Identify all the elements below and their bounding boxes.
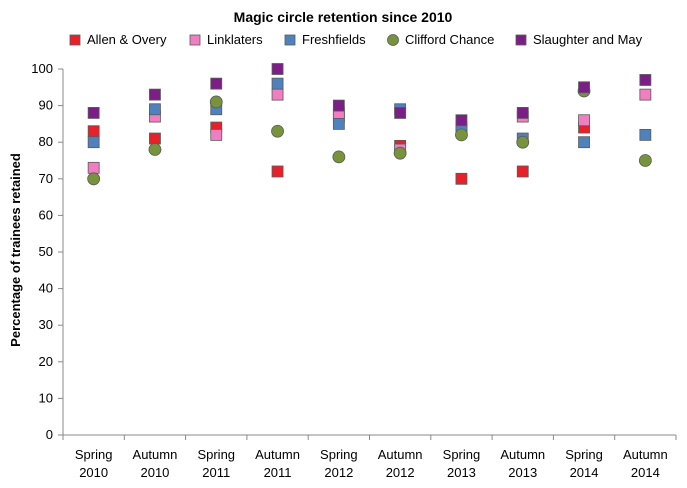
x-tick-label-line: 2010: [140, 465, 169, 480]
data-point-clifford-chance: [87, 172, 101, 186]
legend-label-slaughter-and-may: Slaughter and May: [533, 32, 643, 47]
x-tick-label-line: Spring: [320, 447, 358, 462]
x-tick-label: Spring 2010: [75, 447, 113, 480]
y-tick-label: 10: [39, 390, 53, 405]
x-tick-label-line: 2011: [264, 465, 292, 480]
y-tick-label: 30: [39, 317, 53, 332]
x-axis-ticks: Spring 2010 Autumn 2010 Spring 2011 Autumn 2011…: [62, 435, 677, 480]
data-point-linklaters: [639, 88, 652, 101]
x-tick-label: Autumn 2012: [378, 447, 423, 480]
data-point-allen-overy: [87, 125, 100, 138]
data-point-clifford-chance: [209, 95, 223, 109]
data-point-freshfields: [271, 77, 284, 90]
data-point-allen-overy: [149, 132, 161, 145]
x-tick-label-line: 2013: [447, 465, 476, 480]
legend-marker-freshfields: [284, 34, 296, 46]
data-point-allen-overy: [271, 165, 284, 178]
y-tick-label: 0: [46, 427, 53, 442]
x-tick-label: Spring 2012: [320, 447, 358, 480]
legend: Allen & Overy Linklaters Freshfields Cliffo…: [69, 32, 643, 47]
legend-label-linklaters: Linklaters: [207, 32, 263, 47]
data-point-slaughter-and-may: [332, 99, 345, 112]
x-tick-label-line: 2014: [631, 465, 660, 480]
x-tick-label: Autumn 2013: [500, 447, 545, 480]
data-point-slaughter-and-may: [87, 107, 100, 119]
x-tick-label: Autumn 2014: [623, 447, 668, 480]
legend-label-freshfields: Freshfields: [302, 32, 366, 47]
x-tick-label-line: 2014: [570, 465, 599, 480]
data-point-freshfields: [332, 118, 345, 130]
data-point-clifford-chance: [455, 128, 468, 142]
x-tick-label: Autumn 2010: [133, 447, 178, 480]
data-point-slaughter-and-may: [516, 107, 529, 119]
legend-marker-slaughter-and-may: [515, 34, 527, 46]
x-tick-label-line: 2013: [508, 465, 537, 480]
x-tick-label-line: 2012: [324, 465, 353, 480]
data-point-freshfields: [639, 128, 652, 141]
x-tick-label-line: 2011: [202, 465, 230, 480]
x-tick-label: Spring 2011: [197, 447, 235, 480]
x-tick-label-line: Autumn: [500, 447, 545, 462]
x-tick-label-line: Autumn: [623, 447, 668, 462]
data-point-slaughter-and-may: [149, 88, 161, 101]
legend-marker-clifford-chance: [387, 34, 399, 46]
y-axis-ticks: 0 10 20 30 40 50 60 70 80 90 100: [31, 61, 63, 442]
data-point-slaughter-and-may: [210, 77, 223, 90]
data-point-allen-overy: [516, 165, 529, 178]
y-tick-label: 70: [39, 171, 53, 186]
data-point-clifford-chance: [516, 135, 530, 149]
data-point-linklaters: [578, 114, 590, 127]
legend-marker-linklaters: [189, 34, 201, 46]
x-tick-label-line: Spring: [197, 447, 235, 462]
data-point-clifford-chance: [148, 143, 162, 156]
data-point-linklaters: [210, 128, 223, 141]
data-point-slaughter-and-may: [639, 74, 652, 86]
data-point-linklaters: [87, 161, 100, 174]
data-point-slaughter-and-may: [455, 114, 468, 127]
x-tick-label: Spring 2013: [443, 447, 481, 480]
y-tick-label: 100: [31, 61, 53, 76]
x-tick-label: Autumn 2011: [255, 447, 300, 480]
y-tick-label: 90: [39, 98, 53, 113]
x-tick-label-line: Spring: [443, 447, 481, 462]
data-point-clifford-chance: [393, 146, 407, 160]
x-tick-label-line: 2010: [79, 465, 108, 480]
x-tick-label-line: 2012: [386, 465, 415, 480]
y-tick-label: 40: [39, 281, 53, 296]
y-axis-label: Percentage of trainees retained: [8, 153, 23, 347]
data-point-freshfields: [87, 136, 100, 149]
data-point-linklaters: [271, 88, 284, 101]
x-tick-label-line: Autumn: [255, 447, 300, 462]
data-point-slaughter-and-may: [271, 63, 284, 75]
legend-marker-allen-overy: [69, 34, 81, 46]
y-tick-label: 50: [39, 244, 53, 259]
data-point-freshfields: [578, 136, 590, 149]
data-point-clifford-chance: [332, 150, 346, 164]
x-tick-label: Spring 2014: [565, 447, 603, 480]
x-tick-label-line: Spring: [565, 447, 603, 462]
x-tick-label-line: Autumn: [378, 447, 423, 462]
x-tick-label-line: Autumn: [133, 447, 178, 462]
y-tick-label: 80: [39, 134, 53, 149]
data-point-slaughter-and-may: [578, 81, 590, 94]
data-point-allen-overy: [455, 172, 468, 185]
chart-title: Magic circle retention since 2010: [234, 9, 453, 25]
y-tick-label: 20: [39, 354, 53, 369]
legend-label-allen-overy: Allen & Overy: [87, 32, 167, 47]
data-point-clifford-chance: [271, 124, 284, 138]
data-point-slaughter-and-may: [394, 107, 407, 119]
y-tick-label: 60: [39, 207, 53, 222]
data-points: [87, 63, 652, 186]
data-point-clifford-chance: [638, 154, 652, 167]
x-tick-label-line: Spring: [75, 447, 113, 462]
data-point-freshfields: [149, 103, 161, 116]
legend-label-clifford-chance: Clifford Chance: [405, 32, 494, 47]
